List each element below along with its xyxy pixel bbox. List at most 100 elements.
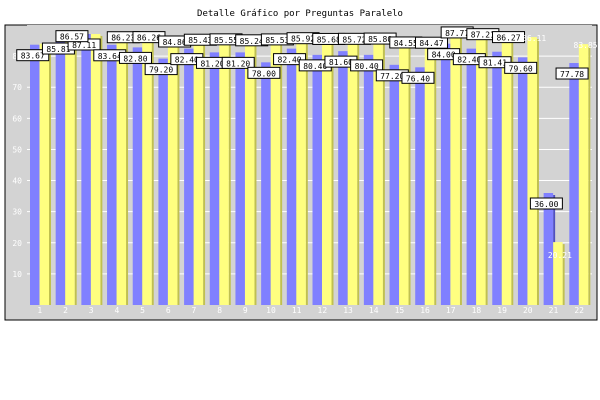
bar-series2-10 — [270, 38, 281, 305]
data-label-s2-16-box — [414, 36, 448, 49]
bar-series1-10 — [261, 62, 271, 306]
bar-series1-15 — [389, 64, 400, 305]
bar-series1-2 — [55, 38, 66, 306]
x-tick-label-15: 15 — [395, 306, 405, 315]
data-label-s2-18: 87.21 — [471, 31, 495, 40]
data-label-s2-7: 85.43 — [188, 36, 212, 45]
data-label-s1-9-box — [221, 56, 255, 69]
bar-shade-2-12 — [331, 40, 334, 305]
bar-shade-2-15 — [408, 43, 411, 305]
data-label-s1-22-box — [555, 67, 589, 80]
bar-series2-16 — [424, 42, 435, 306]
bar-series1-19 — [492, 51, 502, 306]
bar-shade-2-9 — [254, 41, 257, 305]
x-tick-label-9: 9 — [243, 306, 248, 315]
bar-series2-20 — [527, 37, 537, 305]
bar-shade-2-2 — [74, 37, 77, 305]
x-tick-label-13: 13 — [343, 306, 353, 315]
chart-title: Detalle Gráfico por Preguntas Paralelo — [197, 9, 403, 19]
x-tick-label-16: 16 — [420, 306, 430, 315]
bar-series2-9 — [244, 39, 255, 305]
bar-series1-7 — [184, 48, 194, 306]
bar-series1-16 — [415, 67, 425, 305]
data-label-s2-5: 86.26 — [137, 34, 161, 43]
data-label-s1-5: 82.80 — [123, 54, 147, 63]
data-label-s1-5-box — [118, 51, 152, 64]
data-label-s2-12: 85.68 — [317, 35, 341, 44]
data-label-s1-20-box — [504, 61, 538, 74]
bar-shade-2-3 — [100, 35, 103, 305]
y-tick-label-60: 60 — [12, 114, 22, 123]
bar-shade-2-5 — [151, 38, 154, 305]
bar-series2-2 — [65, 35, 75, 305]
bar-series2-12 — [322, 38, 332, 305]
bar-series1-22 — [569, 63, 579, 305]
y-tick-label-50: 50 — [12, 145, 22, 154]
data-label-s1-8: 81.20 — [200, 59, 224, 68]
data-label-s2-4: 86.23 — [111, 34, 135, 43]
bar-shade-2-19 — [511, 38, 514, 306]
data-label-s2-22: 83.85 — [574, 41, 598, 50]
bar-series2-11 — [296, 37, 306, 306]
bar-series2-21 — [553, 242, 563, 305]
data-label-s2-19-box — [492, 31, 526, 44]
data-label-s1-20: 79.60 — [509, 64, 533, 73]
bar-shade-2-10 — [280, 40, 283, 305]
x-tick-label-8: 8 — [217, 306, 222, 315]
bar-shade-2-8 — [228, 40, 231, 305]
x-tick-label-12: 12 — [318, 306, 328, 315]
data-label-s1-21: 36.00 — [534, 200, 558, 209]
bar-shade-2-18 — [485, 35, 488, 306]
data-label-s2-13: 85.72 — [342, 35, 366, 44]
data-label-s1-10-box — [247, 66, 281, 79]
bar-series1-21 — [543, 193, 554, 305]
bar-series2-5 — [142, 36, 152, 305]
data-label-s2-10: 85.53 — [265, 36, 289, 45]
bar-series2-4 — [116, 36, 127, 306]
x-tick-label-3: 3 — [89, 306, 94, 315]
data-label-s2-9: 85.24 — [240, 37, 264, 46]
bar-series2-22 — [578, 44, 589, 306]
x-tick-label-20: 20 — [523, 306, 533, 315]
bar-shade-2-14 — [382, 40, 385, 306]
y-tick-label-10: 10 — [12, 270, 22, 279]
bar-shade-2-22 — [588, 46, 591, 306]
data-label-s1-4: 83.64 — [98, 52, 122, 61]
bar-series1-13 — [338, 51, 348, 306]
bar-series2-6 — [167, 40, 178, 305]
bar-series1-12 — [312, 54, 322, 305]
data-label-s2-11: 85.92 — [291, 35, 315, 44]
bar-shade-2-16 — [434, 44, 437, 306]
data-label-s2-21: 20.21 — [548, 251, 572, 260]
data-label-s1-6: 79.20 — [149, 66, 173, 75]
data-label-s2-6: 84.86 — [163, 38, 187, 47]
data-label-s2-2-box — [55, 30, 89, 43]
data-label-s1-22: 77.78 — [560, 70, 584, 79]
data-label-s1-14: 80.40 — [355, 62, 379, 71]
bar-shade-2-1 — [49, 45, 51, 306]
data-label-s1-6-box — [144, 63, 178, 76]
bar-shade-2-4 — [126, 38, 129, 306]
bar-series2-18 — [476, 33, 486, 306]
data-label-s1-17: 84.00 — [432, 51, 456, 60]
data-label-s1-16: 76.40 — [406, 74, 430, 83]
bar-shade-2-21 — [562, 244, 565, 305]
bar-series1-20 — [517, 57, 528, 305]
bar-series2-14 — [373, 38, 383, 306]
y-tick-label-20: 20 — [12, 239, 22, 248]
data-label-s1-3: 87.11 — [72, 41, 96, 50]
data-label-s2-15: 84.55 — [394, 39, 418, 48]
bar-series2-17 — [450, 31, 460, 306]
data-label-s2-2: 86.57 — [60, 33, 84, 42]
data-label-s1-15: 77.20 — [380, 72, 404, 81]
x-tick-label-6: 6 — [166, 306, 171, 315]
data-label-s1-11-box — [273, 53, 307, 66]
data-label-s1-11: 82.40 — [278, 56, 302, 65]
y-tick-label-40: 40 — [12, 177, 22, 186]
data-label-s1-13: 81.60 — [329, 58, 353, 67]
bar-series2-1 — [39, 43, 49, 306]
bar-series1-14 — [363, 54, 374, 305]
bar-series2-8 — [219, 38, 229, 305]
